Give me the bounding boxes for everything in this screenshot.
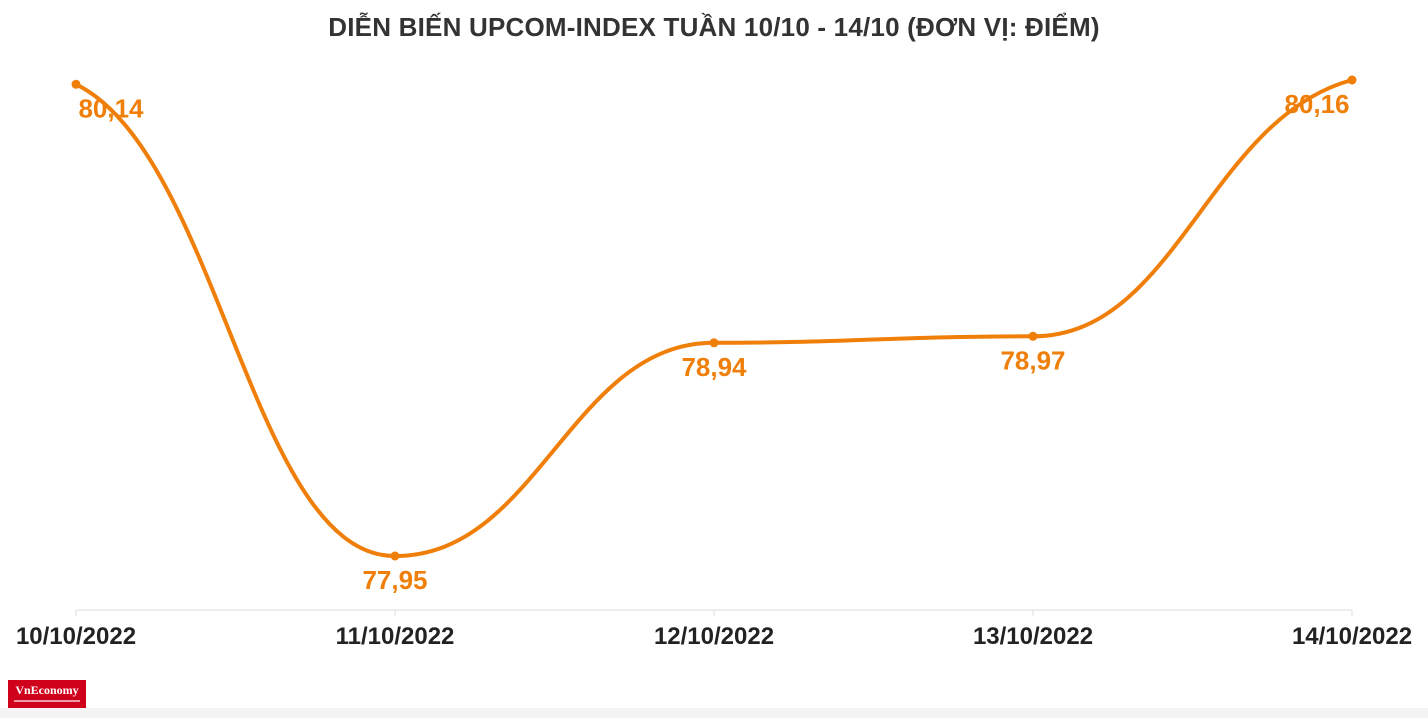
data-label: 77,95	[362, 565, 427, 595]
x-tick-label: 10/10/2022	[16, 623, 136, 650]
data-point	[71, 79, 81, 89]
data-label: 78,94	[681, 352, 747, 382]
series-line	[74, 78, 1354, 558]
data-point	[1347, 75, 1357, 85]
x-tick-label: 13/10/2022	[973, 623, 1093, 650]
x-tick-label: 11/10/2022	[336, 623, 455, 650]
data-point	[390, 551, 400, 561]
data-label: 80,14	[78, 93, 144, 123]
footer-strip	[0, 708, 1428, 718]
chart-title: DIỄN BIẾN UPCOM-INDEX TUẦN 10/10 - 14/10…	[328, 12, 1100, 42]
x-tick-label: 14/10/2022	[1292, 623, 1412, 650]
data-label: 80,16	[1284, 89, 1349, 119]
logo-text: VnEconomy	[15, 683, 79, 697]
data-point	[709, 338, 719, 348]
x-tick-label: 12/10/2022	[654, 623, 774, 650]
data-label: 78,97	[1000, 345, 1065, 375]
logo-underline	[14, 700, 80, 702]
vneconomy-logo: VnEconomy	[8, 680, 86, 708]
data-point	[1028, 331, 1038, 341]
